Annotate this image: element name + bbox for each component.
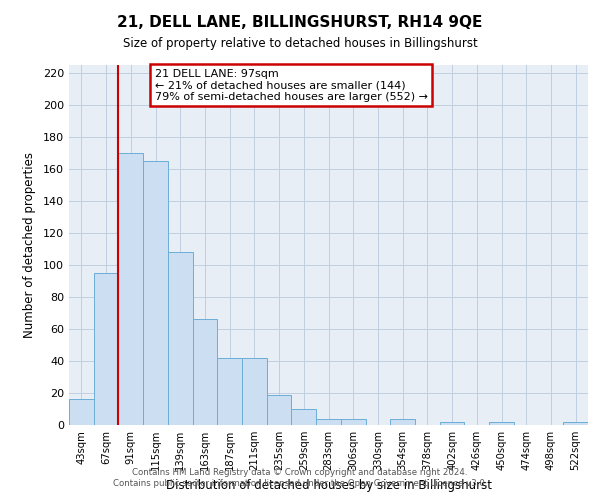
Bar [316,418,341,425]
Bar [390,418,415,425]
Bar [267,394,292,425]
Bar [69,400,94,425]
Bar [143,161,168,425]
Y-axis label: Number of detached properties: Number of detached properties [23,152,36,338]
Text: 21 DELL LANE: 97sqm
← 21% of detached houses are smaller (144)
79% of semi-detac: 21 DELL LANE: 97sqm ← 21% of detached ho… [155,68,428,102]
Bar [341,418,365,425]
Text: 21, DELL LANE, BILLINGSHURST, RH14 9QE: 21, DELL LANE, BILLINGSHURST, RH14 9QE [118,15,482,30]
Bar [94,273,118,425]
Bar [292,409,316,425]
Bar [193,320,217,425]
Bar [118,153,143,425]
Bar [563,422,588,425]
Bar [168,252,193,425]
Bar [440,422,464,425]
X-axis label: Distribution of detached houses by size in Billingshurst: Distribution of detached houses by size … [166,478,491,492]
Bar [489,422,514,425]
Bar [242,358,267,425]
Text: Contains HM Land Registry data © Crown copyright and database right 2024.
Contai: Contains HM Land Registry data © Crown c… [113,468,487,487]
Bar [217,358,242,425]
Text: Size of property relative to detached houses in Billingshurst: Size of property relative to detached ho… [122,38,478,51]
